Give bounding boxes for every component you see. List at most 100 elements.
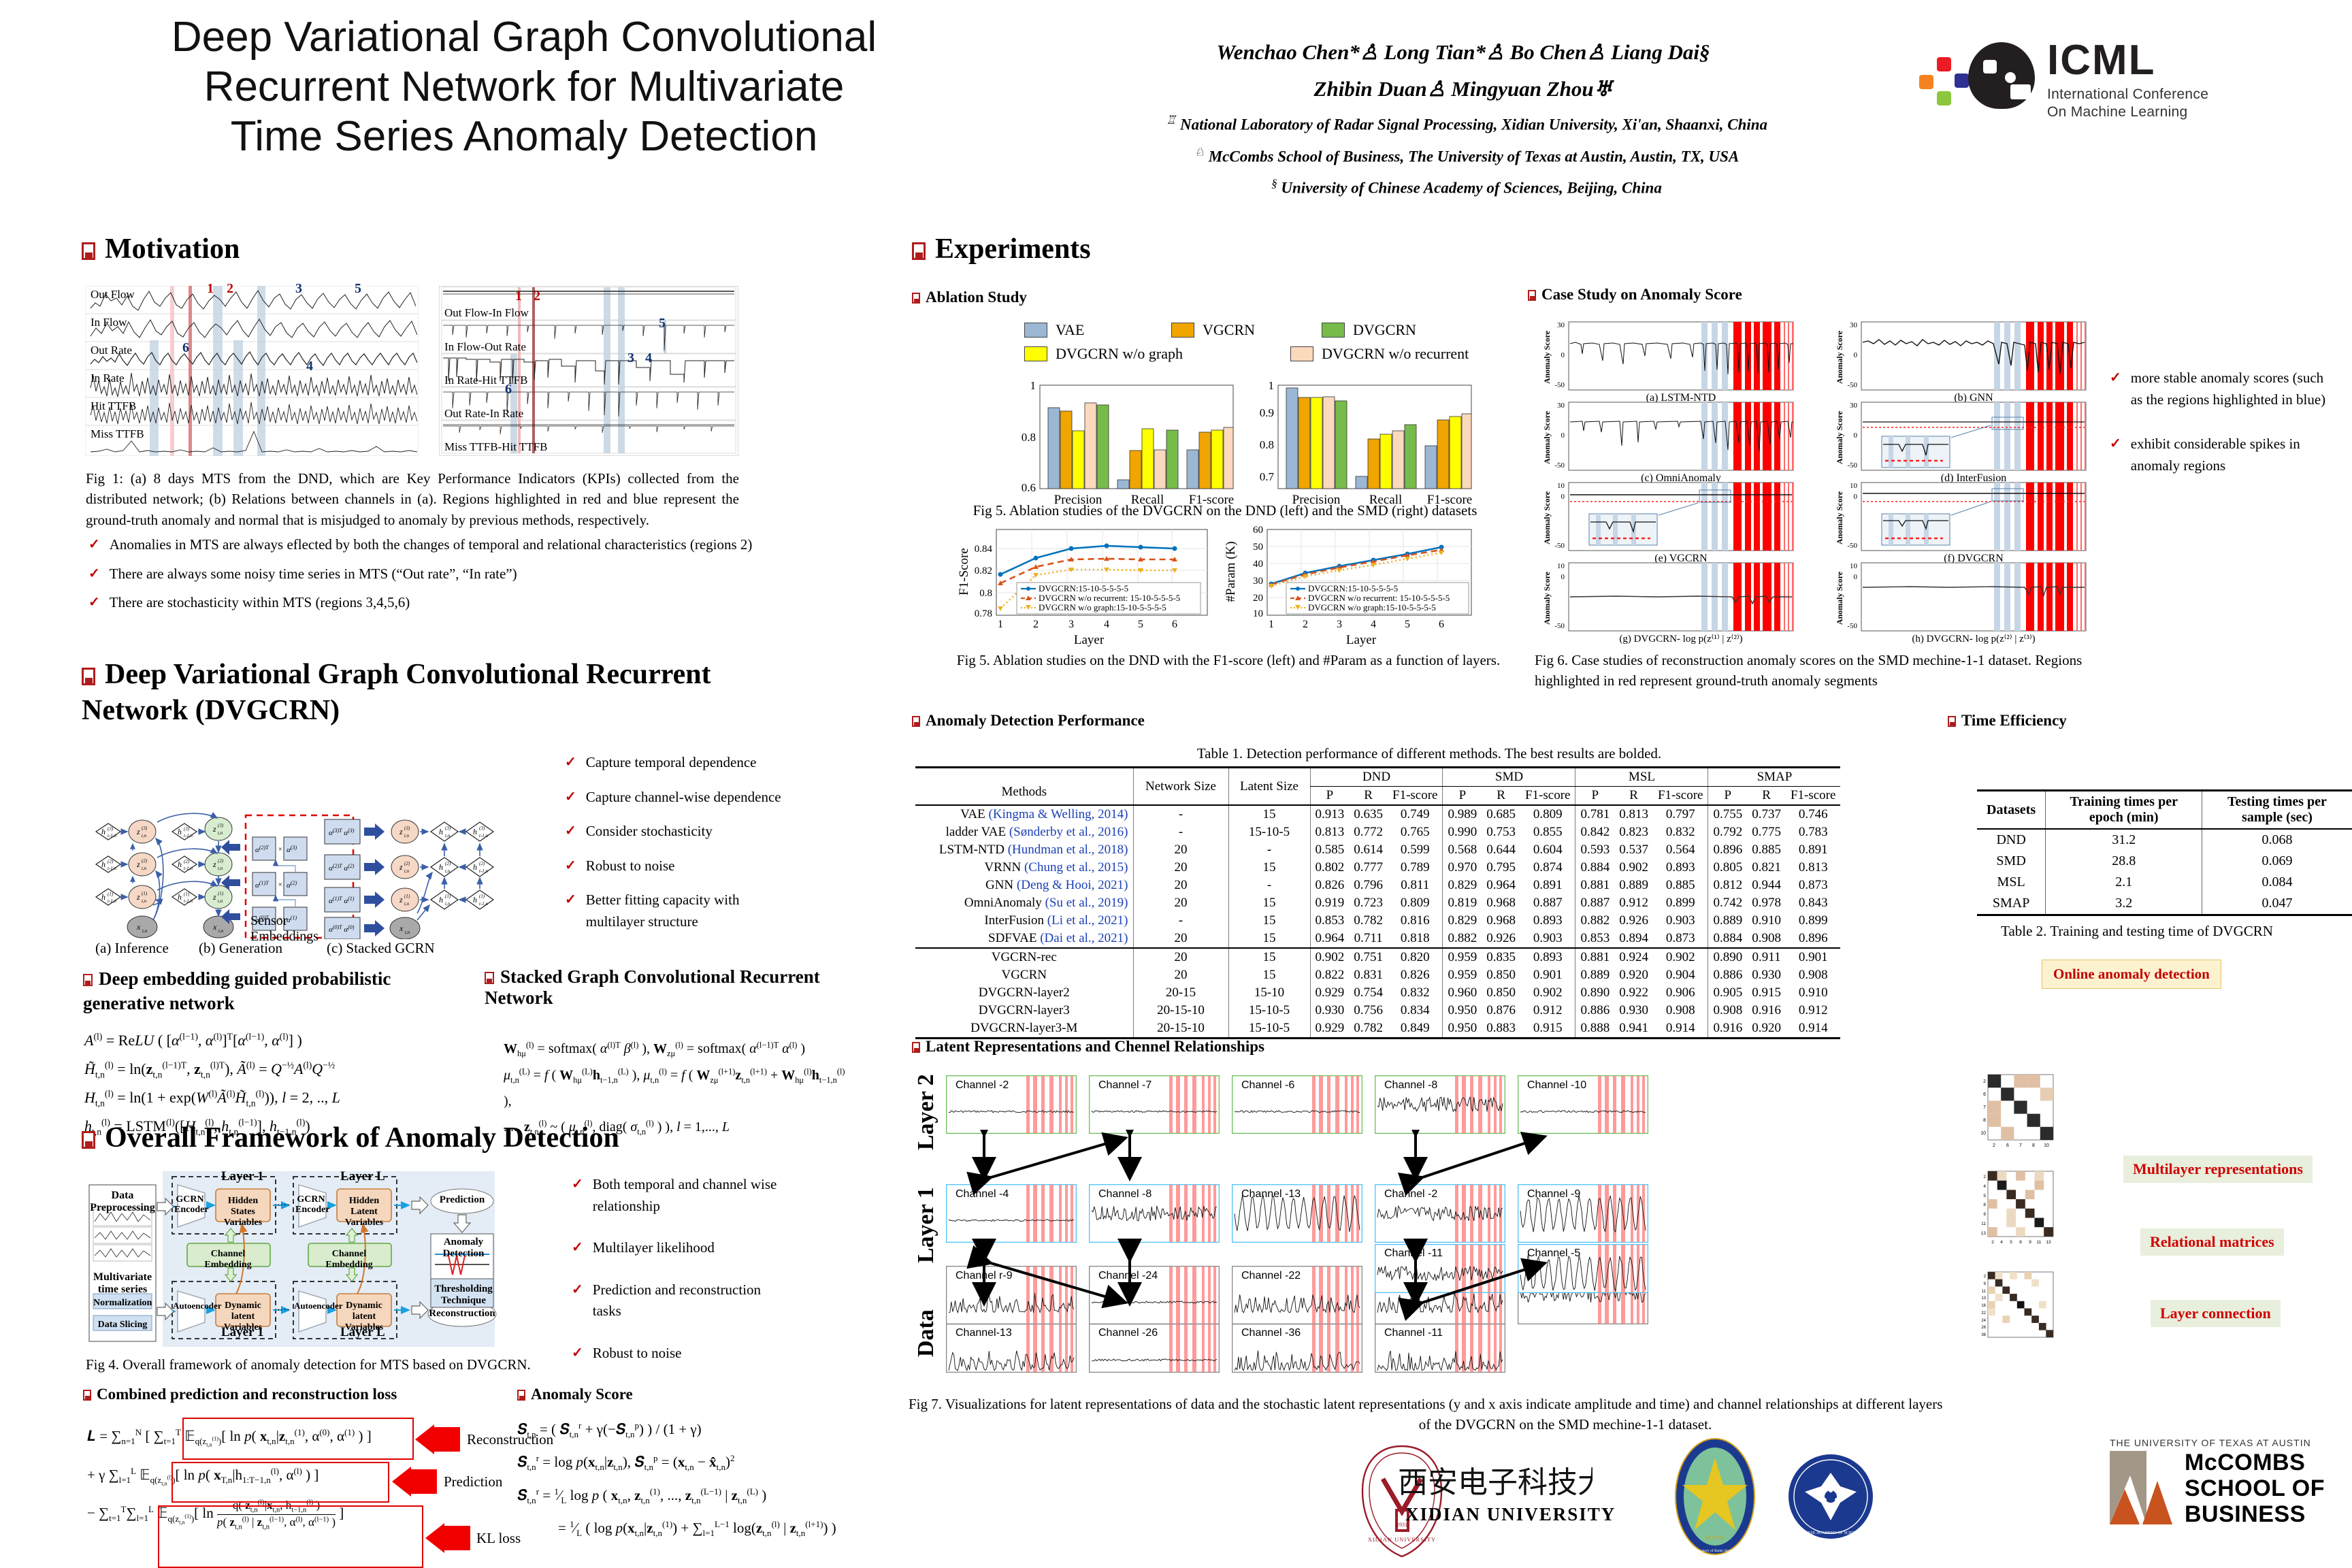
- svg-text:x: x: [136, 922, 141, 932]
- cell-method: DVGCRN-layer2: [978, 985, 1070, 1000]
- badge-layer-connection: Layer connection: [2151, 1300, 2281, 1327]
- svg-text:10: 10: [1557, 482, 1565, 490]
- label-prediction: Prediction: [439, 1194, 485, 1205]
- svg-text:24: 24: [1981, 1319, 1986, 1323]
- latent-row-label-layer1: Layer 1: [913, 1187, 938, 1263]
- cell-metric: 0.882: [1442, 930, 1482, 948]
- cell-metric: 0.802: [1309, 859, 1350, 877]
- ablation-legend: VAE VGCRN DVGCRN DVGCRN w/o graph DVGCRN…: [1024, 321, 1473, 363]
- cell-network-size: 20: [1132, 948, 1228, 966]
- cell-latent-size: 15: [1228, 912, 1310, 930]
- fig1b-label-in-flow-out-rate: In Flow-Out Rate: [444, 340, 526, 353]
- table-row: VAE (Kingma & Welling, 2014) -15 0.913 0.63…: [915, 805, 1840, 823]
- th-smd-f1: F1-score: [1524, 788, 1571, 802]
- icml-head-icon: [1968, 42, 2035, 109]
- latent-panel: Channel -24: [1089, 1266, 1220, 1324]
- square-bullet-icon: [517, 1390, 525, 1401]
- cell-metric: 0.890: [1708, 948, 1748, 966]
- framework-bullet-2: ✓ Multilayer likelihood: [572, 1237, 783, 1259]
- cell-metric: 0.782: [1354, 913, 1383, 928]
- cell-metric: 0.893: [1665, 860, 1695, 875]
- cell-metric: 0.916: [1752, 1003, 1781, 1017]
- table-row: LSTM-NTD (Hundman et al., 2018) 20-0.585 0…: [915, 841, 1840, 859]
- cell-metric: 0.781: [1575, 805, 1615, 823]
- svg-text:z: z: [212, 892, 216, 902]
- svg-text:2: 2: [1033, 619, 1039, 630]
- th-dataset-smap: SMAP: [1708, 767, 1841, 787]
- cell-metric: 0.926: [1619, 913, 1648, 928]
- cell-metric: 0.899: [1798, 913, 1828, 928]
- cell-metric: 0.885: [1665, 878, 1695, 892]
- fig1-label-in-rate: In Rate: [91, 372, 125, 385]
- svg-text:0: 0: [1854, 573, 1858, 581]
- cell-metric: 0.756: [1354, 1003, 1383, 1017]
- svg-text:t,n: t,n: [405, 930, 410, 935]
- cell-metric: 0.742: [1708, 894, 1748, 912]
- cell-latent-size: -: [1228, 841, 1310, 859]
- icml-name: ICML: [2047, 37, 2156, 84]
- subcaption-inference: (a) Inference: [95, 940, 169, 956]
- mccombs-mark-icon: [2110, 1451, 2172, 1524]
- svg-text:Anomaly Score: Anomaly Score: [1835, 410, 1844, 464]
- cell-network-size: -: [1132, 912, 1228, 930]
- subsection-time-efficiency: Time Efficiency: [1948, 712, 2067, 730]
- legend-swatch-dvgcrn: [1322, 323, 1345, 338]
- svg-text:t,n: t,n: [445, 868, 451, 874]
- svg-text:t,n: t,n: [142, 898, 147, 904]
- latent-panel: Channel -8: [1375, 1075, 1505, 1134]
- svg-text:13: 13: [1981, 1231, 1987, 1236]
- th-msl-r: R: [1629, 788, 1638, 802]
- svg-text:t-1,n: t-1,n: [479, 833, 489, 838]
- svg-text:1: 1: [998, 619, 1003, 630]
- latent-row-label-layer2: Layer 2: [913, 1074, 938, 1150]
- svg-text:0: 0: [1854, 493, 1858, 501]
- svg-text:t-1,n: t-1,n: [108, 833, 117, 838]
- cell-method: DVGCRN-layer3-M: [970, 1021, 1078, 1035]
- svg-text:0.84: 0.84: [975, 544, 993, 555]
- th-smap-p: P: [1708, 786, 1748, 805]
- square-bullet-icon: [1948, 716, 1956, 727]
- legend-entry-wo-graph-2: DVGCRN w/o graph:15-10-5-5-5-5: [1308, 602, 1436, 612]
- th-dnd-p: P: [1309, 786, 1350, 805]
- latent-panel-label: Channel -2: [956, 1079, 1009, 1091]
- online-anomaly-detection-badge[interactable]: Online anomaly detection: [2042, 960, 2221, 989]
- check-icon: ✓: [2110, 370, 2121, 385]
- latent-panel-label: Channel -9: [1527, 1188, 1581, 1200]
- legend-entry-dvgcrn-2: DVGCRN:15-10-5-5-5-5: [1308, 583, 1398, 593]
- table-row: OmniAnomaly (Su et al., 2019) 20 15 0.919 0.…: [915, 894, 1840, 912]
- cell-latent-size: 15-10-5: [1228, 823, 1310, 841]
- cell-metric: 0.904: [1665, 968, 1695, 982]
- svg-text:0.78: 0.78: [975, 608, 992, 619]
- cell-method: VRNN (Chung et al., 2015): [984, 860, 1128, 875]
- cell-metric: 0.950: [1442, 1019, 1482, 1039]
- th-msl-f1: F1-score: [1657, 788, 1703, 802]
- cell-metric: 0.929: [1309, 1019, 1350, 1039]
- svg-text:x: x: [212, 922, 217, 932]
- xidian-logo-icon: 1931 XIDIAN UNIVERSITY 西安电子科技大学: [1361, 1445, 1592, 1558]
- svg-text:t,n: t,n: [142, 833, 147, 838]
- cell-metric: 0.809: [1400, 896, 1430, 910]
- cell-metric: 0.783: [1798, 825, 1828, 839]
- cell-metric: 0.896: [1798, 931, 1828, 945]
- ut-austin-text: THE UNIVERSITY OF TEXAS AT AUSTIN: [2110, 1437, 2311, 1448]
- check-icon: ✓: [88, 595, 100, 610]
- cell-metric: 0.978: [1752, 896, 1781, 910]
- cell-dataset: SMAP: [1992, 896, 2030, 911]
- svg-text:(2): (2): [479, 861, 485, 866]
- legend-label-wo-graph: DVGCRN w/o graph: [1056, 345, 1183, 362]
- svg-text:8: 8: [1983, 1203, 1986, 1207]
- svg-text:西安电子科技大学: 西安电子科技大学: [1398, 1466, 1592, 1499]
- block-normalization: Normalization: [93, 1298, 152, 1308]
- reconstruction-highlight-box: [182, 1418, 414, 1460]
- svg-text:Anomaly Score: Anomaly Score: [1542, 330, 1552, 384]
- cell-metric: 0.882: [1575, 912, 1615, 930]
- cell-metric: 0.968: [1486, 913, 1516, 928]
- cell-metric: 0.777: [1354, 860, 1383, 875]
- check-icon: ✓: [565, 823, 576, 838]
- cell-metric: 0.889: [1575, 966, 1615, 984]
- svg-text:6: 6: [1439, 619, 1444, 630]
- cell-metric: 0.914: [1798, 1021, 1828, 1035]
- svg-text:30: 30: [1557, 402, 1565, 410]
- latent-panel-label: Channel -26: [1098, 1327, 1158, 1339]
- loss-equations: 𝑳 = ∑n=1N [ ∑t=1T 𝔼q(zt,n(1))[ ln p( xt,…: [87, 1427, 372, 1531]
